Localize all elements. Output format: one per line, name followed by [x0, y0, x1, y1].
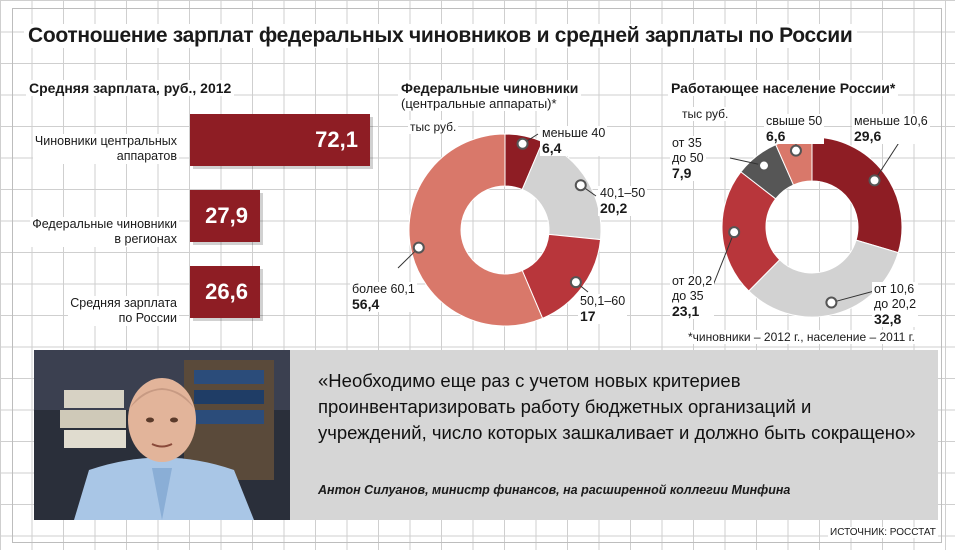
donut1-label-gt60: более 60,1 56,4	[350, 282, 417, 312]
donut2-label-gt50: свыше 50 6,6	[764, 114, 825, 144]
donut2-label-10-20: от 10,6 до 20,2 32,8	[872, 282, 919, 327]
slice-10-20	[748, 239, 899, 318]
bar-label-average: Средняя зарплата по России	[68, 296, 179, 326]
main-title: Соотношение зарплат федеральных чиновник…	[24, 24, 857, 48]
source-note: ИСТОЧНИК: РОССТАТ	[828, 527, 938, 538]
donut1-lt40-marker	[516, 137, 529, 150]
donut2-label-lt10: меньше 10,6 29,6	[852, 114, 930, 144]
quote-author: Антон Силуанов, министр финансов, на рас…	[318, 483, 791, 497]
donut2-unit: тыс руб.	[680, 107, 731, 121]
donut2-20-35-line	[711, 231, 735, 289]
donut1-40-50-marker	[574, 179, 587, 192]
donut2-label-35-50: от 35 до 50 7,9	[670, 136, 706, 181]
quote-text: «Необходимо еще раз с учетом новых крите…	[318, 370, 916, 443]
donut1-slices	[408, 133, 602, 327]
donut2-lt10-marker	[868, 174, 881, 187]
slice-gt60	[408, 133, 544, 327]
donut2-lt10-line	[874, 137, 903, 181]
donut1-title: Федеральные чиновники	[398, 80, 582, 96]
bar-central: 72,1	[190, 114, 370, 166]
bar-regions: 27,9	[190, 190, 260, 242]
minister-photo	[34, 350, 290, 520]
donut2-10-20-marker	[825, 296, 838, 309]
donut2-10-20-line	[831, 289, 879, 304]
slice-20-35	[721, 171, 781, 292]
donut2-label-20-35: от 20,2 до 35 23,1	[670, 274, 715, 319]
footnote: *чиновники – 2012 г., население – 2011 г…	[686, 330, 917, 344]
donut1-gt60-marker	[412, 241, 425, 254]
donut1-label-40-50: 40,1–50 20,2	[598, 186, 648, 216]
donut1-subtitle: (центральные аппараты)*	[398, 96, 560, 111]
bar-average: 26,6	[190, 266, 260, 318]
donut1-label-50-60: 50,1–60 17	[578, 294, 628, 324]
bar-label-regions: Федеральные чиновники в регионах	[30, 217, 179, 247]
bar-value-central: 72,1	[315, 127, 358, 152]
bar-value-average: 26,6	[205, 279, 248, 304]
bar-value-regions: 27,9	[205, 203, 248, 228]
donut1-label-lt40: меньше 40 6,4	[540, 126, 608, 156]
donut2-title: Работающее население России*	[668, 80, 899, 96]
donut2-20-35-marker	[728, 226, 741, 239]
donut2-slices	[721, 136, 903, 318]
donut1-unit: тыс руб.	[408, 120, 459, 134]
donut2-gt50-marker	[789, 144, 802, 157]
donut2-35-50-marker	[757, 159, 770, 172]
slice-lt10	[811, 136, 903, 254]
bar-section-title: Средняя зарплата, руб., 2012	[26, 80, 235, 96]
leader-lines	[397, 131, 903, 309]
donut1-50-60-marker	[569, 276, 582, 289]
bar-label-central: Чиновники центральных аппаратов	[32, 134, 179, 164]
